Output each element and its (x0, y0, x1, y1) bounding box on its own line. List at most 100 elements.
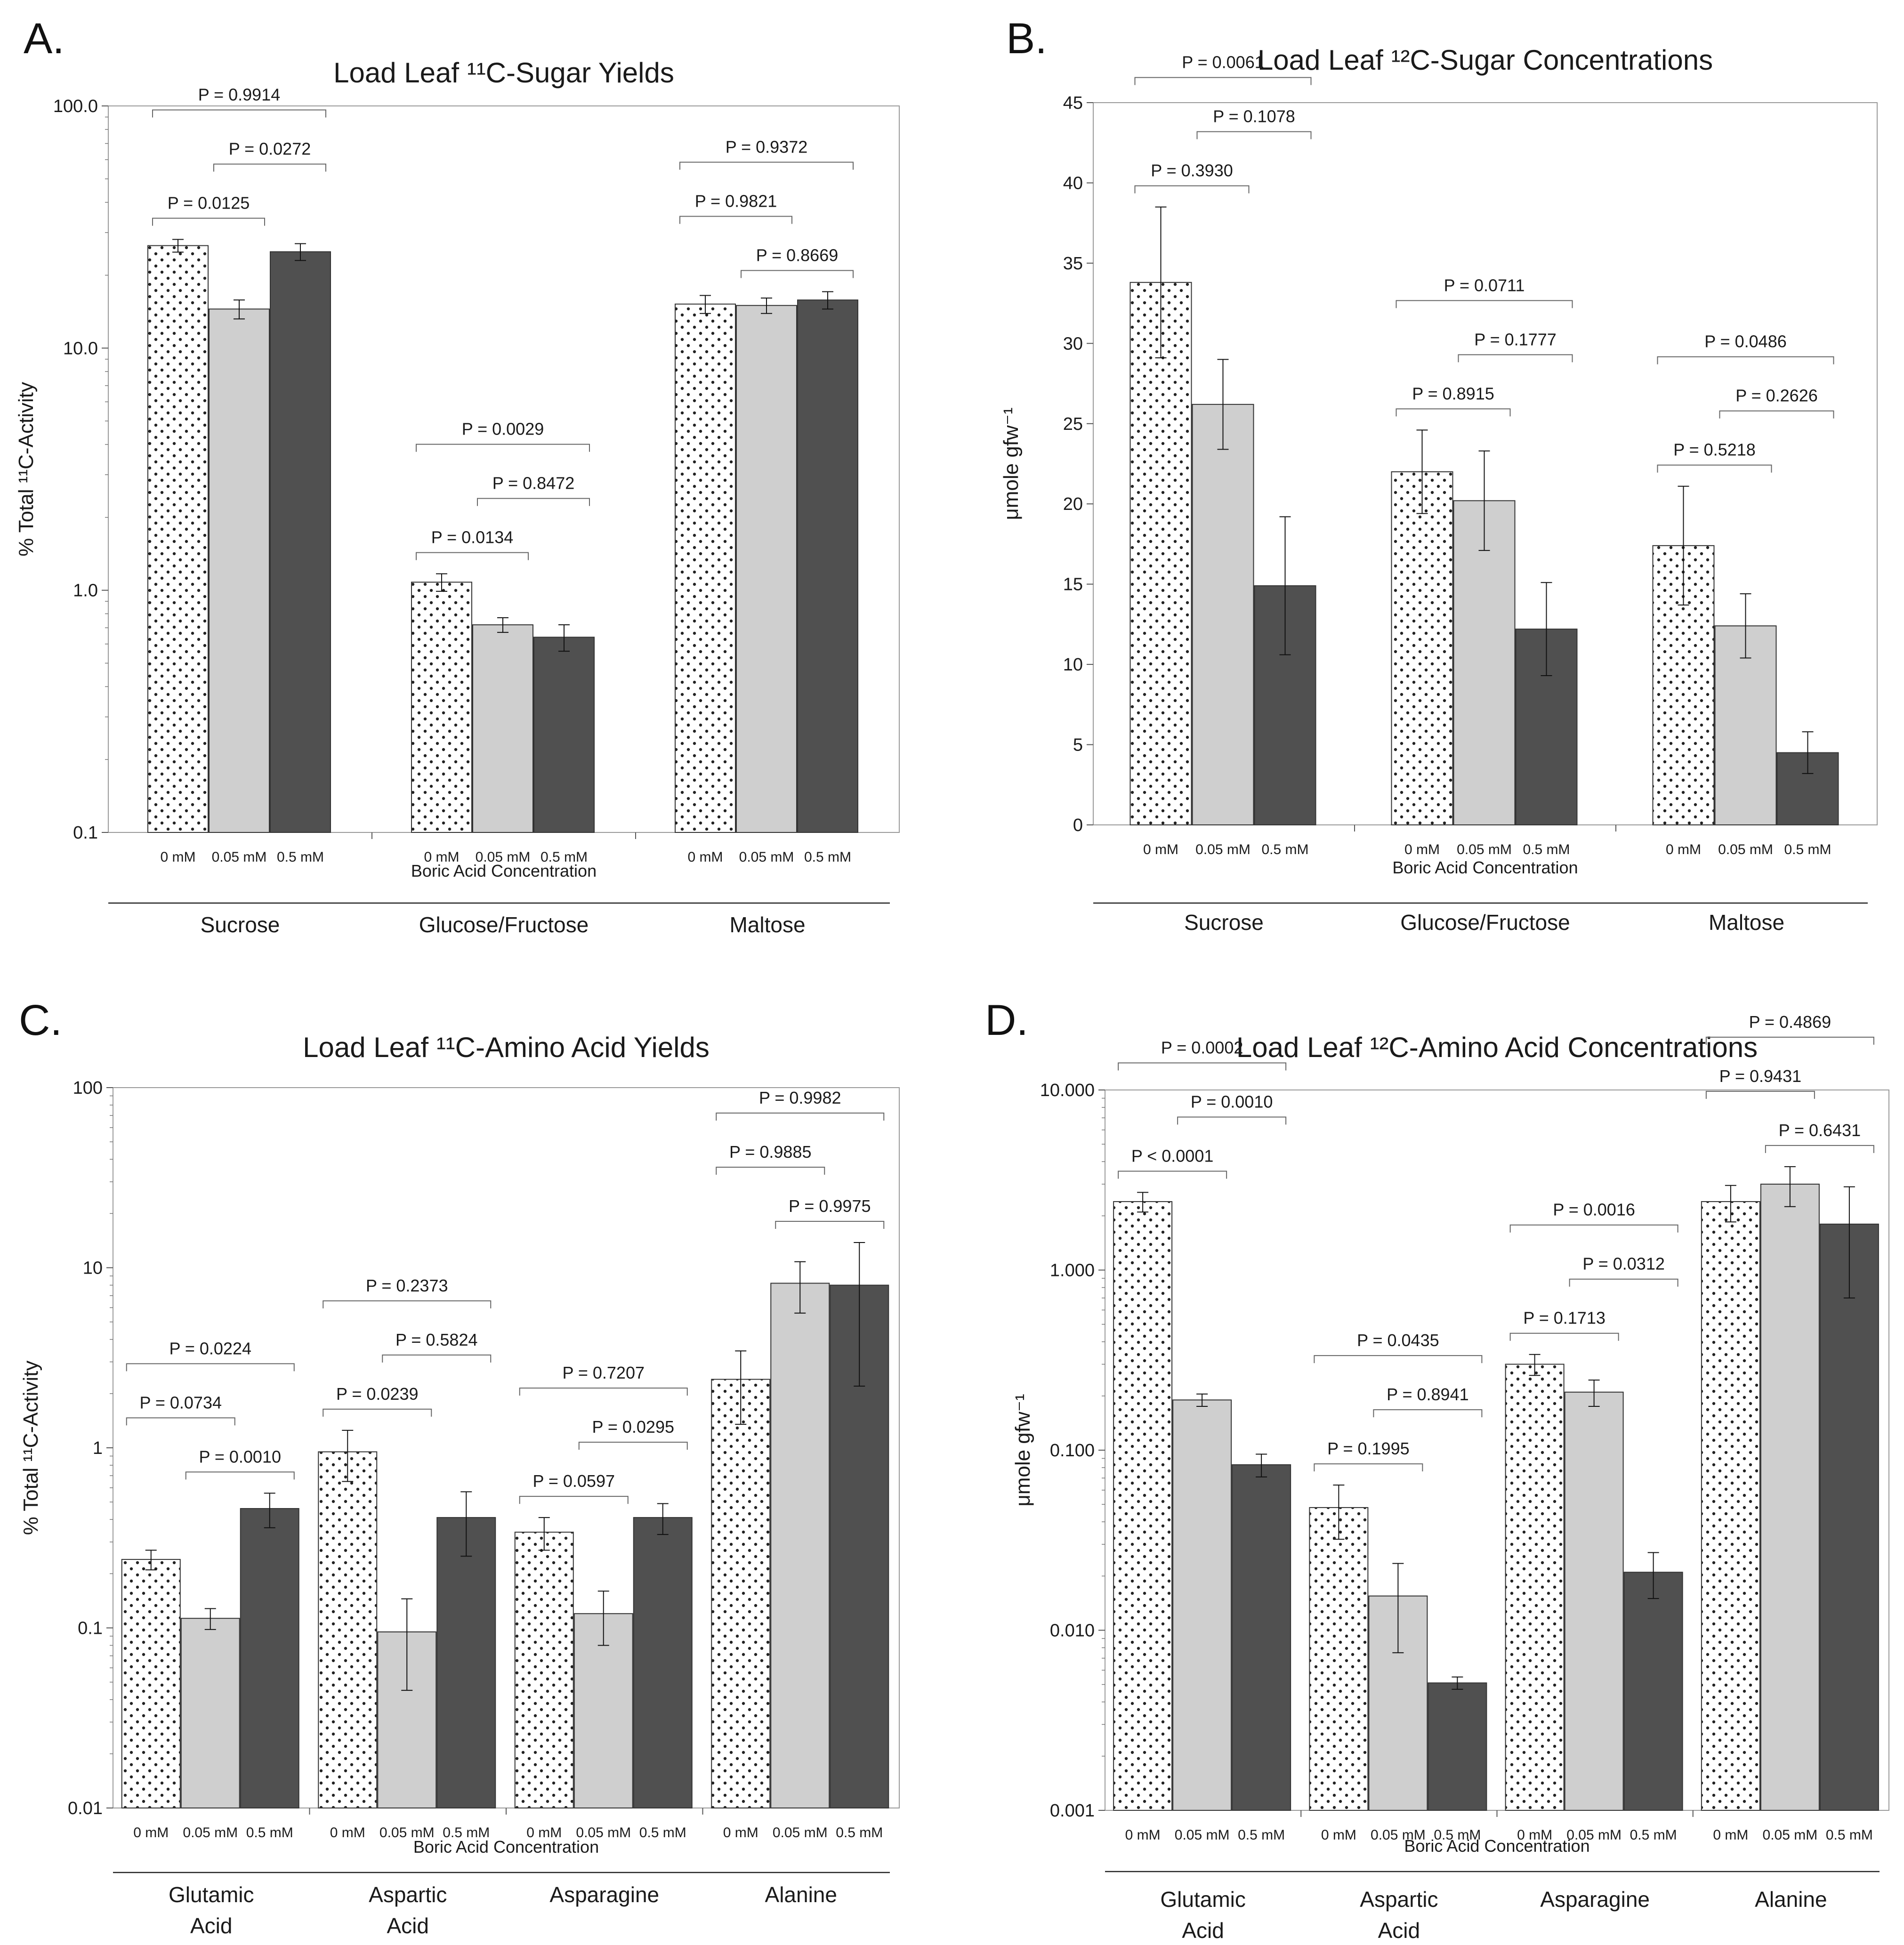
y-tick-label: 0.010 (1050, 1621, 1095, 1641)
p-bracket (679, 216, 792, 224)
p-value: P < 0.0001 (1131, 1146, 1214, 1166)
p-value: P = 0.9885 (729, 1142, 812, 1162)
y-tick-label: 30 (1063, 334, 1083, 354)
p-value: P = 0.3930 (1151, 161, 1233, 180)
bar-0 (514, 1532, 574, 1809)
p-bracket (1396, 408, 1511, 417)
chart-title: Load Leaf ¹²C-Sugar Concentrations (1258, 44, 1713, 76)
bar-0 (675, 303, 736, 833)
p-bracket (126, 1363, 295, 1372)
p-bracket (1657, 464, 1772, 473)
panel-letter: D. (985, 996, 1028, 1044)
p-bracket (323, 1300, 492, 1308)
bar-label: 0.5 mM (1826, 1827, 1873, 1843)
bar-label: 0.5 mM (277, 849, 324, 865)
bar-1 (209, 308, 270, 833)
y-tick-label: 35 (1063, 254, 1083, 274)
bar-1 (1760, 1184, 1820, 1811)
y-tick-label: 15 (1063, 575, 1083, 595)
bar-label: 0.05 mM (183, 1825, 238, 1840)
bar-2 (633, 1517, 693, 1809)
p-value: P = 0.1995 (1327, 1439, 1410, 1458)
p-value: P = 0.8941 (1387, 1385, 1469, 1404)
category-label: Aspartic Acid (369, 1882, 447, 1938)
bar-label: 0.05 mM (1763, 1827, 1818, 1843)
bar-label: 0.5 mM (1261, 842, 1308, 857)
p-bracket (1134, 185, 1250, 194)
bar-label: 0.05 mM (1175, 1827, 1230, 1843)
category-label: Sucrose (1184, 910, 1264, 935)
category-label: Glutamic Acid (169, 1882, 254, 1938)
bar-label: 0 mM (1666, 842, 1701, 857)
bar-0 (411, 581, 472, 833)
chart-title: Load Leaf ¹¹C-Amino Acid Yields (303, 1032, 710, 1063)
p-bracket (716, 1112, 885, 1121)
bar-label: 0 mM (161, 849, 196, 865)
chart-title: Load Leaf ¹²C-Amino Acid Concentrations (1236, 1032, 1758, 1063)
p-value: P = 0.0002 (1161, 1038, 1243, 1057)
bar-label: 0.5 mM (1630, 1827, 1677, 1843)
p-bracket (1118, 1170, 1227, 1179)
p-bracket (1705, 1036, 1874, 1045)
p-value: P = 0.0312 (1582, 1254, 1665, 1274)
chart-d: Load Leaf ¹²C-Amino Acid Concentrations 0… (1011, 1012, 1889, 1943)
p-value: P = 0.9372 (726, 137, 808, 156)
bar-2 (1623, 1572, 1683, 1811)
p-bracket (416, 552, 529, 560)
p-bracket (1719, 410, 1834, 419)
bar-label: 0 mM (1143, 842, 1178, 857)
p-bracket (1118, 1062, 1287, 1071)
p-bracket (185, 1471, 295, 1480)
bar-1 (573, 1613, 633, 1808)
category-label: Alanine (765, 1882, 837, 1907)
bar-0 (1505, 1364, 1565, 1811)
p-bracket (1657, 356, 1834, 364)
p-value: P = 0.0486 (1704, 332, 1787, 351)
bar-2 (240, 1508, 299, 1808)
bar-label: 0.5 mM (1238, 1827, 1285, 1843)
p-bracket (741, 270, 854, 278)
p-value: P = 0.7207 (563, 1363, 645, 1382)
y-tick-label: 10.000 (1040, 1081, 1095, 1100)
p-bracket (477, 498, 590, 506)
bar-2 (436, 1517, 496, 1809)
p-value: P = 0.0029 (462, 420, 544, 439)
p-value: P = 0.9914 (198, 85, 281, 105)
p-bracket (1134, 77, 1312, 85)
bar-label: 0 mM (1517, 1827, 1552, 1843)
bar-label: 0 mM (1713, 1827, 1748, 1843)
y-tick-label: 0 (1073, 815, 1083, 835)
y-tick-label: 100 (73, 1078, 103, 1098)
bar-label: 0.05 mM (1457, 842, 1512, 857)
bar-1 (472, 624, 533, 833)
category-label: Maltose (729, 912, 805, 937)
p-value: P = 0.0734 (140, 1393, 222, 1412)
y-tick-label: 0.1 (78, 1619, 103, 1638)
category-label-line: Acid (387, 1913, 429, 1938)
bar-label: 0.5 mM (1434, 1827, 1481, 1843)
p-value: P = 0.0134 (431, 528, 514, 547)
p-bracket (1177, 1116, 1287, 1125)
x-axis-label: Boric Acid Concentration (411, 861, 597, 880)
p-bracket (416, 444, 590, 452)
bar-label: 0 mM (424, 849, 460, 865)
bar-label: 0.05 mM (773, 1825, 828, 1840)
category-label: Glucose/Fructose (1400, 910, 1570, 935)
bar-label: 0.5 mM (836, 1825, 883, 1840)
bar-0 (711, 1379, 771, 1808)
bar-label: 0.5 mM (804, 849, 851, 865)
bar-label: 0.05 mM (739, 849, 794, 865)
p-value: P = 0.9431 (1719, 1066, 1802, 1086)
y-tick-label: 1.000 (1050, 1261, 1095, 1281)
bar-label: 0.05 mM (1718, 842, 1773, 857)
y-tick-label: 100.0 (53, 97, 98, 116)
p-bracket (1314, 1355, 1483, 1364)
p-bracket (679, 161, 854, 170)
p-bracket (1396, 300, 1573, 308)
y-axis-label: μmole gfw⁻¹ (1000, 407, 1023, 520)
p-bracket (1314, 1463, 1423, 1472)
p-bracket (126, 1417, 235, 1426)
p-value: P = 0.2373 (366, 1276, 448, 1295)
category-label: Glucose/Fructose (419, 912, 589, 937)
bar-label: 0.05 mM (1371, 1827, 1426, 1843)
